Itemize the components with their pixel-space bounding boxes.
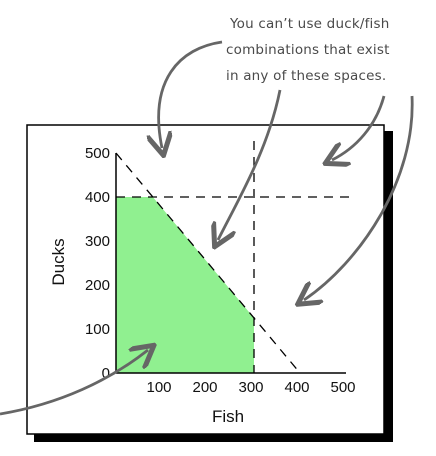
annotation-line-1: You can’t use duck/fish bbox=[229, 16, 389, 32]
x-axis-label: Fish bbox=[212, 407, 244, 426]
annotation-arrow bbox=[0, 350, 148, 416]
y-tick-label: 500 bbox=[85, 145, 110, 162]
annotation-line-3: in any of these spaces. bbox=[226, 68, 386, 84]
x-tick-label: 300 bbox=[238, 379, 263, 396]
annotation-line-2: combinations that exist bbox=[226, 42, 390, 58]
annotation-arrow bbox=[159, 40, 223, 148]
y-axis-label: Ducks bbox=[49, 238, 68, 285]
y-tick-label: 400 bbox=[85, 189, 110, 206]
y-tick-label: 100 bbox=[85, 321, 110, 338]
x-tick-label: 400 bbox=[284, 379, 309, 396]
x-tick-label: 500 bbox=[330, 379, 355, 396]
annotation-arrow bbox=[218, 89, 282, 240]
x-tick-label: 100 bbox=[146, 379, 171, 396]
y-tick-label: 200 bbox=[85, 277, 110, 294]
y-tick-label: 0 bbox=[102, 365, 110, 382]
feasible-region bbox=[116, 197, 254, 373]
annotation-arrow bbox=[332, 95, 386, 160]
annotation-arrow bbox=[304, 95, 414, 300]
x-tick-label: 200 bbox=[192, 379, 217, 396]
y-tick-label: 300 bbox=[85, 233, 110, 250]
